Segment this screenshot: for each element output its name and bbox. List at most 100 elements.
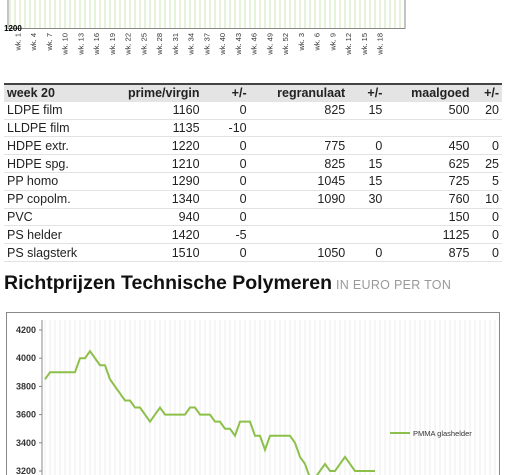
table-cell: 0 [202, 154, 250, 173]
section-heading: Richtprijzen Technische Polymeren IN EURO… [4, 272, 451, 295]
table-cell: 1125 [385, 225, 473, 245]
table-cell: 0 [202, 208, 250, 227]
table-cell [472, 119, 502, 138]
x-tick-label: wk. 52 [281, 33, 290, 56]
x-tick-label: wk. 22 [124, 33, 133, 56]
table-cell: 5 [472, 172, 502, 191]
table-cell: 150 [385, 208, 473, 227]
table-cell: LDPE film [4, 101, 119, 120]
x-tick-label: wk. 31 [171, 33, 180, 56]
x-tick-label: wk. 10 [61, 33, 70, 56]
y-tick-label: 4200 [16, 325, 36, 335]
table-cell: 825 [249, 101, 349, 120]
table-cell: 1045 [249, 172, 349, 191]
table-cell: HDPE spg. [4, 154, 119, 173]
table-cell: PS helder [4, 225, 119, 245]
table-row: LLDPE film 1135 -10 [4, 119, 502, 138]
table-cell: 1090 [249, 190, 349, 209]
heading-subtitle: IN EURO PER TON [335, 278, 452, 292]
table-cell: 0 [202, 190, 250, 209]
table-row: PS helder 1420 -5 1125 0 [4, 225, 502, 245]
header-cell: regranulaat [249, 83, 349, 102]
table-cell: 725 [385, 172, 473, 191]
table-cell: 0 [202, 243, 250, 262]
table-cell: 0 [202, 101, 250, 120]
table-cell: 1220 [118, 136, 203, 156]
x-tick-label: wk. 37 [202, 33, 211, 56]
y-tick-label: 3400 [16, 438, 36, 448]
x-tick-label: wk. 15 [360, 33, 369, 56]
table-cell: 15 [348, 154, 386, 173]
table-cell: PVC [4, 208, 119, 227]
header-cell: +/- [348, 83, 386, 102]
table-cell: 875 [385, 243, 473, 262]
table-cell: 0 [472, 136, 502, 156]
table-cell: 15 [348, 101, 386, 120]
table-cell: 0 [348, 243, 386, 262]
table-cell [348, 208, 386, 227]
table-cell: 0 [348, 136, 386, 156]
y-tick-label: 4000 [16, 353, 36, 363]
table-cell: -10 [202, 119, 250, 138]
header-cell: prime/virgin [118, 83, 203, 102]
table-cell [249, 208, 349, 227]
table-cell: 0 [472, 243, 502, 262]
table-row: PP copolm. 1340 0 1090 30 760 10 [4, 190, 502, 209]
table-cell: 0 [202, 172, 250, 191]
table-row: LDPE film 1160 0 825 15 500 20 [4, 101, 502, 120]
y-tick-label: 3200 [16, 466, 36, 475]
header-cell: maalgoed [385, 83, 473, 102]
table-cell: 1050 [249, 243, 349, 262]
y-tick-label: 3600 [16, 410, 36, 420]
table-cell: 1160 [118, 101, 203, 120]
legend-label: PMMA glashelder [413, 429, 472, 438]
table-cell [249, 119, 349, 138]
x-tick-label: wk. 19 [108, 33, 117, 56]
y-tick-label: 3800 [16, 381, 36, 391]
table-cell: 760 [385, 190, 473, 209]
x-tick-label: wk. 40 [218, 33, 227, 56]
table-cell: PS slagsterk [4, 243, 119, 262]
heading-title: Richtprijzen Technische Polymeren [4, 272, 332, 294]
table-cell: 0 [202, 136, 250, 156]
table-cell: PP copolm. [4, 190, 119, 209]
table-cell: 30 [348, 190, 386, 209]
table-cell: 1290 [118, 172, 203, 191]
line-chart: 3200 3400 3600 3800 4000 4200 PMMA glashelder [6, 312, 500, 475]
x-tick-label: wk. 12 [344, 33, 353, 56]
x-tick-label: wk. 25 [139, 33, 148, 56]
table-row: HDPE extr. 1220 0 775 0 450 0 [4, 136, 502, 156]
x-tick-label: wk. 13 [76, 33, 85, 56]
header-cell: +/- [472, 83, 502, 102]
table-row: PP homo 1290 0 1045 15 725 5 [4, 172, 502, 191]
x-tick-label: wk. 9 [328, 33, 337, 52]
table-cell: 775 [249, 136, 349, 156]
table-cell: PP homo [4, 172, 119, 191]
table-cell: 1510 [118, 243, 203, 262]
table-cell: 500 [385, 101, 473, 120]
table-cell [348, 119, 386, 138]
table-cell: 1340 [118, 190, 203, 209]
x-tick-label: wk. 43 [234, 33, 243, 56]
header-cell: +/- [202, 83, 250, 102]
table-cell: 940 [118, 208, 203, 227]
chart-frame [6, 312, 500, 475]
header-cell: week 20 [4, 83, 119, 102]
x-tick-label: wk. 16 [92, 33, 101, 56]
table-cell: 1135 [118, 119, 203, 138]
x-tick-label: wk. 34 [187, 33, 196, 56]
x-tick-label: wk. 4 [29, 33, 38, 52]
table-cell [348, 225, 386, 245]
table-cell: 625 [385, 154, 473, 173]
table-cell: HDPE extr. [4, 136, 119, 156]
table-cell: 0 [472, 225, 502, 245]
y-tick-label: 1200 [4, 24, 22, 33]
table-cell: 15 [348, 172, 386, 191]
table-cell: LLDPE film [4, 119, 119, 138]
x-tick-label: wk. 3 [297, 33, 306, 52]
table-header: week 20 prime/virgin +/- regranulaat +/- maal… [4, 83, 502, 102]
line-series [44, 349, 375, 475]
table-cell: -5 [202, 225, 250, 245]
